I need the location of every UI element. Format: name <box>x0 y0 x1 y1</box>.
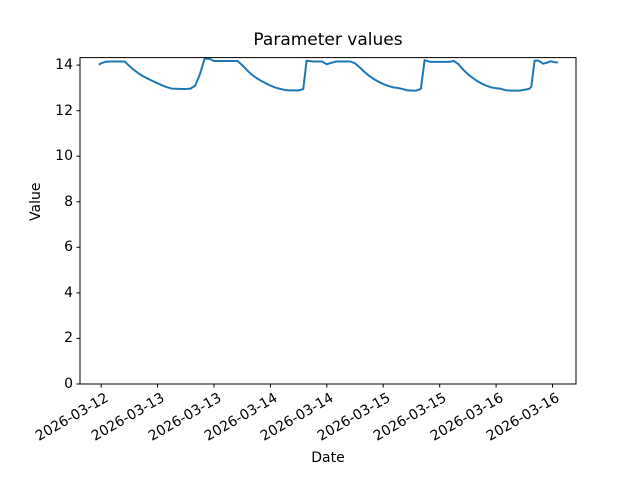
y-tick-label: 4 <box>64 284 73 301</box>
y-tick-label: 0 <box>64 376 73 392</box>
y-tick-label: 8 <box>64 193 73 210</box>
chart-title: Parameter values <box>253 30 403 50</box>
x-axis-label: Date <box>311 450 345 466</box>
series-line <box>98 57 559 92</box>
y-tick-label: 2 <box>64 330 73 347</box>
axes-spines <box>79 57 577 385</box>
y-tick-label: 10 <box>55 148 73 165</box>
y-tick-label: 6 <box>64 239 73 256</box>
y-tick-label: 14 <box>55 57 73 74</box>
y-tick-label: 12 <box>55 102 73 119</box>
